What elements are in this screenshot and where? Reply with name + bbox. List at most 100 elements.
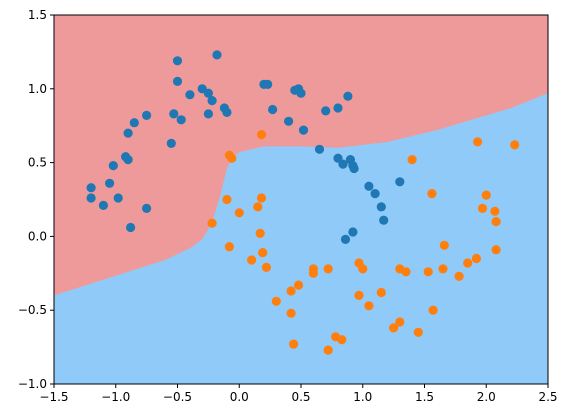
- point-series-2: [289, 339, 299, 349]
- point-series-1: [172, 76, 183, 86]
- point-series-1: [370, 189, 380, 199]
- y-tick-label: −0.5: [18, 303, 47, 317]
- point-series-1: [364, 181, 374, 191]
- point-series-2: [491, 217, 501, 227]
- data-points: [86, 50, 520, 355]
- point-series-2: [256, 193, 267, 203]
- point-series-1: [268, 104, 278, 115]
- point-series-2: [490, 206, 500, 216]
- point-series-2: [323, 345, 333, 355]
- point-series-1: [321, 106, 331, 116]
- point-series-2: [438, 264, 448, 274]
- point-series-2: [364, 301, 374, 311]
- point-series-1: [348, 227, 358, 237]
- y-tick-label: −1.0: [18, 377, 47, 391]
- point-series-1: [349, 163, 359, 174]
- point-series-2: [337, 335, 347, 345]
- point-series-2: [253, 202, 263, 212]
- point-series-1: [333, 103, 343, 113]
- point-series-1: [126, 222, 136, 233]
- y-tick-label: 0.0: [28, 229, 47, 243]
- point-series-1: [340, 234, 351, 244]
- point-series-2: [323, 264, 333, 274]
- point-series-2: [293, 280, 304, 290]
- point-series-2: [463, 258, 473, 268]
- point-series-1: [98, 200, 108, 210]
- y-axis: −1.0 −0.5 0.0 0.5 1.0 1.5: [18, 8, 54, 391]
- decision-regions: [54, 15, 548, 384]
- point-series-2: [258, 248, 268, 258]
- point-series-1: [169, 109, 179, 119]
- x-tick-label: 0.0: [230, 390, 249, 404]
- point-series-1: [185, 90, 195, 100]
- point-series-1: [142, 203, 152, 213]
- point-series-2: [454, 271, 464, 281]
- point-series-2: [256, 130, 267, 140]
- y-tick-label: 0.5: [28, 156, 47, 170]
- x-tick-label: 2.5: [538, 390, 557, 404]
- point-series-2: [510, 140, 520, 150]
- point-series-1: [395, 177, 405, 187]
- point-series-1: [86, 193, 96, 203]
- point-series-2: [227, 153, 237, 163]
- point-series-2: [395, 317, 405, 327]
- point-series-1: [129, 118, 139, 128]
- point-series-1: [343, 91, 353, 101]
- point-series-1: [166, 138, 176, 148]
- point-series-1: [172, 56, 183, 66]
- point-series-1: [123, 155, 133, 165]
- point-series-1: [108, 161, 118, 171]
- point-series-2: [491, 245, 501, 255]
- point-series-1: [113, 193, 123, 203]
- point-series-2: [354, 290, 364, 300]
- point-series-1: [298, 125, 309, 135]
- x-tick-label: −1.0: [101, 390, 130, 404]
- point-series-1: [263, 79, 273, 89]
- point-series-2: [308, 264, 318, 274]
- point-series-1: [222, 107, 232, 117]
- point-series-2: [358, 264, 368, 274]
- point-series-2: [376, 287, 386, 298]
- point-series-1: [203, 88, 213, 98]
- point-series-1: [338, 159, 348, 169]
- x-tick-label: −0.5: [163, 390, 192, 404]
- x-tick-label: −1.5: [39, 390, 68, 404]
- y-tick-label: 1.5: [28, 8, 47, 22]
- point-series-1: [376, 202, 386, 212]
- point-series-1: [176, 115, 186, 125]
- point-series-2: [423, 267, 433, 277]
- point-series-2: [439, 240, 449, 250]
- point-series-2: [261, 262, 271, 272]
- point-series-1: [379, 215, 389, 225]
- point-series-2: [401, 267, 411, 277]
- point-series-2: [428, 305, 438, 315]
- point-series-1: [212, 50, 222, 60]
- point-series-1: [86, 183, 96, 193]
- point-series-2: [481, 190, 491, 200]
- point-series-2: [389, 323, 399, 333]
- point-series-2: [234, 208, 244, 218]
- x-axis: −1.5 −1.0 −0.5 0.0 0.5 1.0 1.5 2.0 2.5: [39, 384, 558, 404]
- x-tick-label: 0.5: [291, 390, 310, 404]
- point-series-2: [255, 228, 265, 238]
- point-series-2: [477, 203, 488, 213]
- point-series-2: [473, 137, 483, 147]
- region-lower: [54, 93, 548, 384]
- point-series-2: [247, 255, 257, 265]
- point-series-2: [271, 296, 281, 306]
- x-tick-label: 1.0: [353, 390, 372, 404]
- point-series-2: [286, 286, 296, 296]
- point-series-1: [207, 96, 217, 106]
- point-series-2: [222, 194, 232, 205]
- x-tick-label: 2.0: [477, 390, 496, 404]
- point-series-1: [203, 109, 213, 119]
- point-series-2: [471, 253, 481, 264]
- point-series-1: [296, 88, 306, 98]
- point-series-2: [427, 189, 437, 199]
- point-series-1: [105, 178, 115, 188]
- point-series-1: [123, 128, 133, 138]
- point-series-2: [224, 242, 234, 252]
- point-series-2: [407, 155, 417, 165]
- x-tick-label: 1.5: [415, 390, 434, 404]
